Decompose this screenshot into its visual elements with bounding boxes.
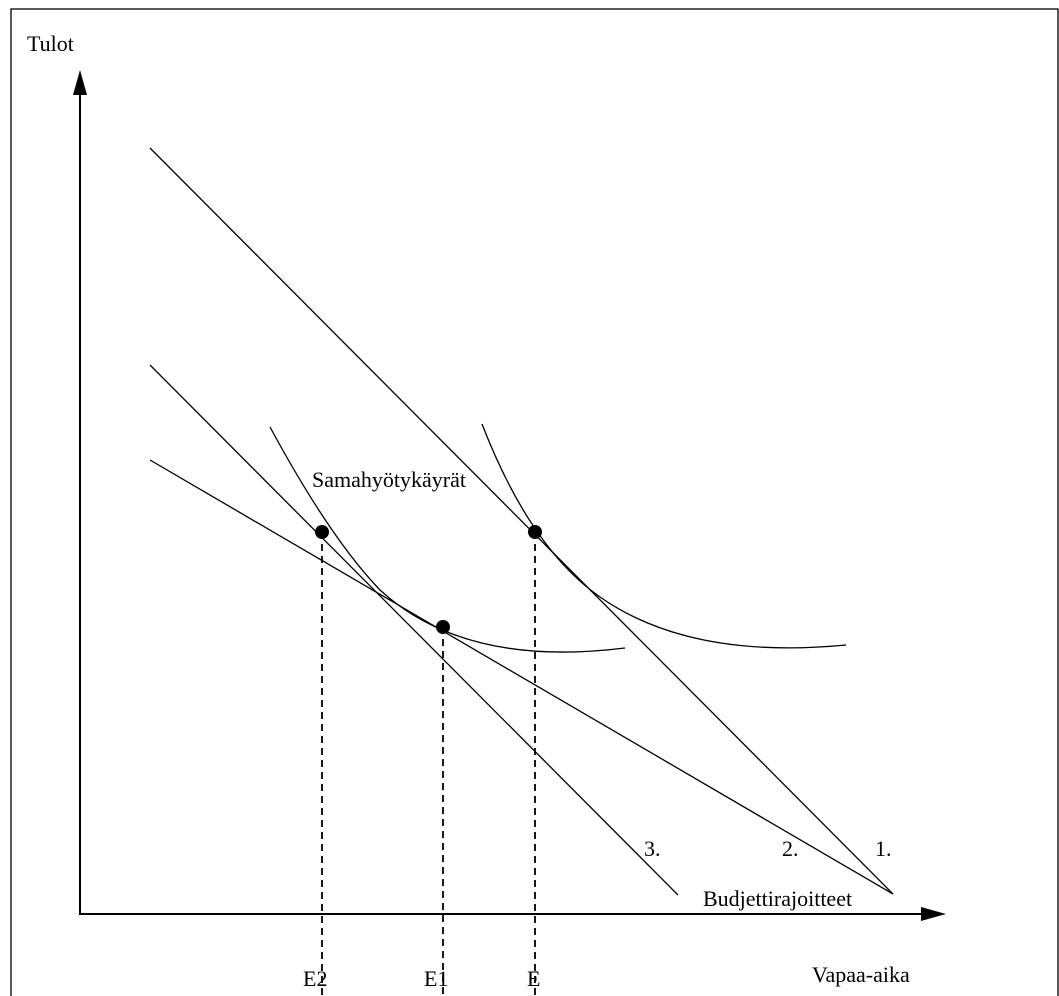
budget-line-1 xyxy=(149,147,894,895)
figure-frame xyxy=(10,8,1059,996)
budget-line-3 xyxy=(149,364,679,896)
x-axis-label: Vapaa-aika xyxy=(812,962,910,987)
budget-line-2-label: 2. xyxy=(782,836,799,861)
budget-line-2 xyxy=(149,459,894,895)
indifference-curve-upper xyxy=(481,423,847,649)
equilibrium-e1-label: E1 xyxy=(424,966,448,991)
y-axis-arrowhead xyxy=(73,70,87,95)
equilibrium-e2-label: E2 xyxy=(303,966,327,991)
budget-line-1-label: 1. xyxy=(875,836,892,861)
x-axis-arrowhead xyxy=(921,907,946,921)
budget-line-3-label: 3. xyxy=(644,836,661,861)
indifference-curve-lower xyxy=(269,426,626,653)
y-axis-label: Tulot xyxy=(27,31,74,56)
equilibrium-point-e1 xyxy=(436,620,450,634)
equilibrium-point-e xyxy=(528,525,542,539)
budget-constraints-label: Budjettirajoitteet xyxy=(703,886,852,911)
equilibrium-e-label: E xyxy=(527,966,540,991)
indifference-curves-label: Samahyötykäyrät xyxy=(312,467,466,492)
equilibrium-point-e2 xyxy=(315,525,329,539)
